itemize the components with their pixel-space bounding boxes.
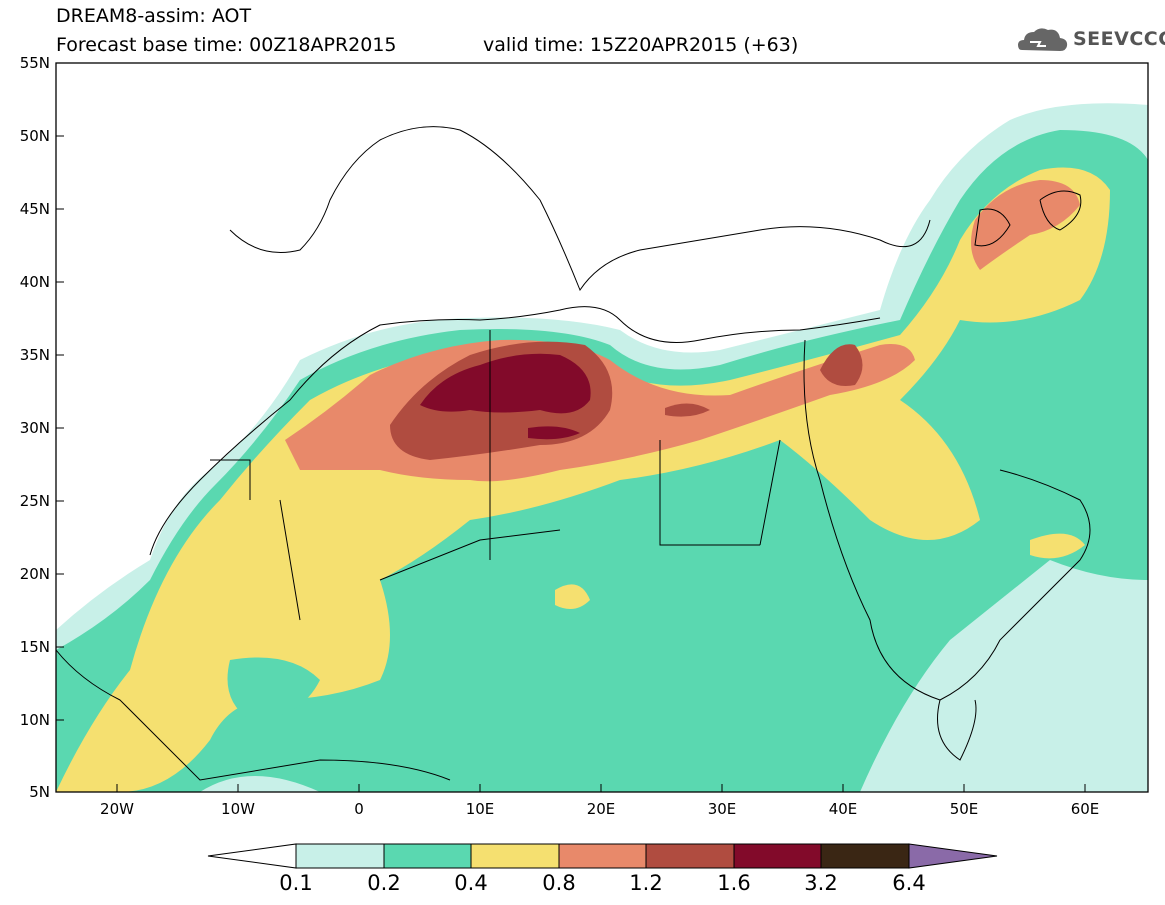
lat-label: 20N (19, 565, 50, 583)
colorbar-bin-2 (383, 843, 472, 869)
lat-label: 50N (19, 127, 50, 145)
lat-label: 5N (29, 783, 50, 801)
lon-label: 60E (1070, 800, 1100, 818)
lon-label: 20W (100, 800, 134, 818)
colorbar-bin-4 (558, 843, 647, 869)
lat-label: 15N (19, 638, 50, 656)
lon-label: 30E (707, 800, 737, 818)
seevccc-logo-text: SEEVCCC (1073, 28, 1165, 50)
lat-label: 10N (19, 711, 50, 729)
lat-label: 25N (19, 492, 50, 510)
colorbar-under-arrow (207, 843, 297, 869)
colorbar-label: 3.2 (804, 871, 838, 895)
colorbar-label: 6.4 (892, 871, 926, 895)
lat-label: 35N (19, 346, 50, 364)
lon-label: 20E (586, 800, 616, 818)
colorbar-bin-7 (820, 843, 910, 869)
axis-ticks (56, 135, 1086, 792)
aot-field (56, 63, 1148, 792)
map-title: DREAM8-assim: AOT (56, 5, 252, 27)
colorbar-label: 0.8 (542, 871, 576, 895)
lat-label: 55N (19, 54, 50, 72)
aot-level-1.6 (420, 353, 591, 414)
aot-level-0.4 (56, 167, 1110, 792)
colorbar-label: 0.4 (454, 871, 488, 895)
lon-label: 10W (221, 800, 255, 818)
colorbar-bin-6 (733, 843, 822, 869)
valid-time: valid time: 15Z20APR2015 (+63) (483, 34, 799, 56)
lat-label: 40N (19, 273, 50, 291)
lon-label: 50E (949, 800, 979, 818)
forecast-base-time: Forecast base time: 00Z18APR2015 (56, 34, 397, 56)
colorbar-label: 1.2 (629, 871, 663, 895)
lon-label: 0 (354, 800, 364, 818)
coastlines (56, 126, 1091, 781)
colorbar-over-arrow (908, 843, 998, 869)
colorbar-bin-1 (295, 843, 385, 869)
lon-label: 10E (465, 800, 495, 818)
colorbar-bin-5 (645, 843, 735, 869)
lon-label: 40E (828, 800, 858, 818)
lat-label: 30N (19, 419, 50, 437)
colorbar-label: 0.1 (279, 871, 313, 895)
colorbar-label: 0.2 (367, 871, 401, 895)
colorbar-bin-3 (470, 843, 560, 869)
cloud-logo-icon (1018, 28, 1068, 51)
lat-label: 45N (19, 200, 50, 218)
colorbar (207, 843, 998, 869)
colorbar-label: 1.6 (717, 871, 751, 895)
